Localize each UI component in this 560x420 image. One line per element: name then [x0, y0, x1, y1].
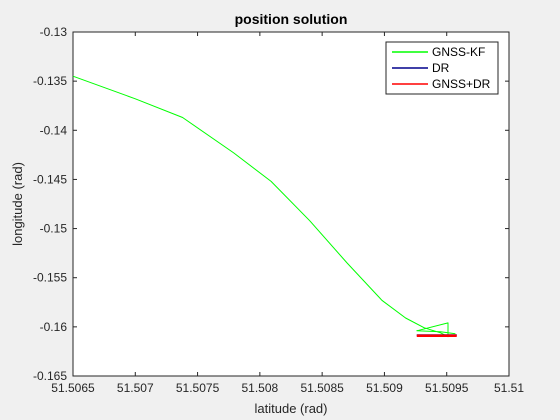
x-tick-label: 51.5085 — [300, 381, 344, 395]
x-tick-label: 51.509 — [366, 381, 403, 395]
x-tick-label: 51.51 — [494, 381, 524, 395]
legend: GNSS-KF DR GNSS+DR — [385, 41, 499, 95]
x-axis-label: latitude (rad) — [255, 401, 328, 416]
x-tick-label: 51.507 — [117, 381, 154, 395]
series-layer — [72, 75, 457, 338]
legend-entry-label: GNSS-KF — [432, 45, 485, 59]
series-line-gnss-kf — [72, 75, 456, 338]
y-tick-label: -0.135 — [33, 74, 67, 88]
x-tick-label: 51.5095 — [425, 381, 469, 395]
y-tick-label: -0.155 — [33, 271, 67, 285]
x-tick-label: 51.5065 — [51, 381, 95, 395]
legend-entry-label: GNSS+DR — [432, 77, 491, 91]
legend-entry-label: DR — [432, 61, 450, 75]
y-axis-ticks: -0.165 -0.16 -0.155 -0.15 -0.145 -0.14 -0.135 -… — [33, 25, 509, 383]
y-tick-label: -0.13 — [40, 25, 68, 39]
y-tick-label: -0.16 — [40, 320, 68, 334]
x-tick-label: 51.508 — [242, 381, 279, 395]
y-tick-label: -0.14 — [40, 123, 68, 137]
y-axis-label: longitude (rad) — [10, 162, 25, 246]
x-tick-label: 51.5075 — [176, 381, 220, 395]
y-tick-label: -0.165 — [33, 369, 67, 383]
y-tick-label: -0.15 — [40, 222, 68, 236]
chart-title: position solution — [235, 11, 348, 27]
y-tick-label: -0.145 — [33, 172, 67, 186]
x-axis-ticks: 51.5065 51.507 51.5075 51.508 51.5085 51.509 5… — [51, 32, 524, 395]
